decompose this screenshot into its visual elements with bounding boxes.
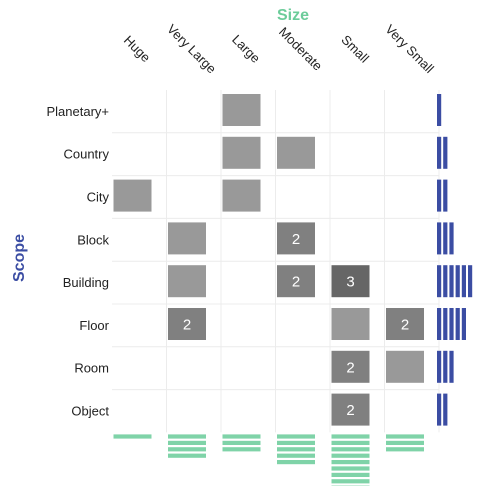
matrix-cell (168, 308, 206, 340)
row-marginal-bar (437, 136, 442, 169)
row-marginal-bar (437, 308, 442, 340)
scope-axis-title: Scope (11, 234, 28, 282)
column-marginal-bar (113, 434, 152, 439)
row-label: Block (77, 232, 109, 247)
matrix-cell (277, 265, 315, 298)
row-label: Room (74, 361, 109, 376)
column-label: Very Large (164, 21, 219, 76)
row-marginal-bar (443, 393, 448, 426)
row-marginal-bar (437, 179, 442, 212)
matrix-cell (331, 265, 370, 298)
matrix-cell (331, 308, 370, 340)
cell-count-label: 2 (292, 274, 300, 291)
row-label: Planetary+ (46, 104, 109, 119)
row-label: Country (63, 147, 109, 162)
column-marginal-bar (386, 447, 424, 452)
cell-count-label: 2 (401, 317, 409, 334)
row-marginal-bar (468, 265, 473, 298)
matrix-cell (277, 222, 315, 255)
row-label: Object (71, 404, 109, 419)
row-marginal-bar (449, 265, 454, 298)
column-marginal-bar (331, 472, 370, 477)
column-marginal-bar (168, 453, 206, 458)
matrix-cell (113, 179, 152, 212)
cell-count-label: 2 (346, 359, 354, 376)
matrix-cell (386, 350, 424, 383)
column-label: Very Small (382, 22, 437, 77)
column-label: Large (229, 32, 263, 66)
column-label: Moderate (276, 24, 325, 73)
column-marginal-bar (331, 434, 370, 439)
column-marginal-bar (331, 453, 370, 458)
column-label: Huge (121, 33, 154, 66)
row-marginal-bar (443, 265, 448, 298)
row-marginal-bar (437, 350, 442, 383)
row-marginal-bar (437, 94, 442, 126)
cell-count-label: 2 (183, 317, 191, 334)
cell-count-label: 2 (292, 231, 300, 248)
column-marginal-bar (222, 434, 261, 439)
matrix-cell (168, 265, 206, 298)
matrix-cell (222, 179, 261, 212)
size-axis-title: Size (277, 7, 309, 24)
row-label: Floor (79, 318, 109, 333)
row-marginal-bar (455, 265, 460, 298)
column-marginals (113, 434, 424, 486)
matrix-cell (222, 136, 261, 169)
column-marginal-bar (331, 440, 370, 445)
matrix-cell (331, 350, 370, 383)
row-marginal-bar (455, 308, 460, 340)
row-marginal-bar (443, 136, 448, 169)
column-marginal-bar (331, 466, 370, 471)
row-marginal-bar (437, 393, 442, 426)
column-marginal-bar (168, 447, 206, 452)
row-label: Building (63, 275, 109, 290)
row-marginal-bar (461, 265, 466, 298)
labels-layer: Planetary+ Country City Block Building Floor R… (46, 21, 437, 418)
matrix-cell (277, 136, 315, 169)
cell-count-label: 2 (346, 402, 354, 419)
row-marginal-bar (449, 308, 454, 340)
row-marginal-bar (449, 222, 454, 255)
column-marginal-bar (277, 434, 315, 439)
row-marginal-bar (443, 350, 448, 383)
column-marginal-bar (222, 440, 261, 445)
row-marginals (437, 94, 473, 426)
cell-count-label: 3 (346, 274, 354, 291)
column-marginal-bar (277, 453, 315, 458)
row-marginal-bar (437, 265, 442, 298)
matrix-cell (222, 94, 261, 126)
column-marginal-bar (168, 440, 206, 445)
row-marginal-bar (443, 308, 448, 340)
column-marginal-bar (331, 479, 370, 484)
row-marginal-bar (449, 350, 454, 383)
cells-layer: 2 2 3 2 2 2 2 (113, 94, 424, 426)
matrix-cell (386, 308, 424, 340)
column-marginal-bar (168, 434, 206, 439)
column-label: Small (338, 32, 372, 66)
column-marginal-bar (277, 460, 315, 465)
column-marginal-bar (386, 434, 424, 439)
row-marginal-bar (443, 222, 448, 255)
row-label: City (87, 190, 110, 205)
column-marginal-bar (331, 447, 370, 452)
column-marginal-bar (277, 447, 315, 452)
row-marginal-bar (437, 222, 442, 255)
matrix-cell (331, 393, 370, 426)
column-marginal-bar (386, 440, 424, 445)
matrix-cell (168, 222, 206, 255)
row-marginal-bar (443, 179, 448, 212)
column-marginal-bar (222, 447, 261, 452)
row-marginal-bar (461, 308, 466, 340)
column-marginal-bar (277, 440, 315, 445)
column-marginal-bar (331, 460, 370, 465)
